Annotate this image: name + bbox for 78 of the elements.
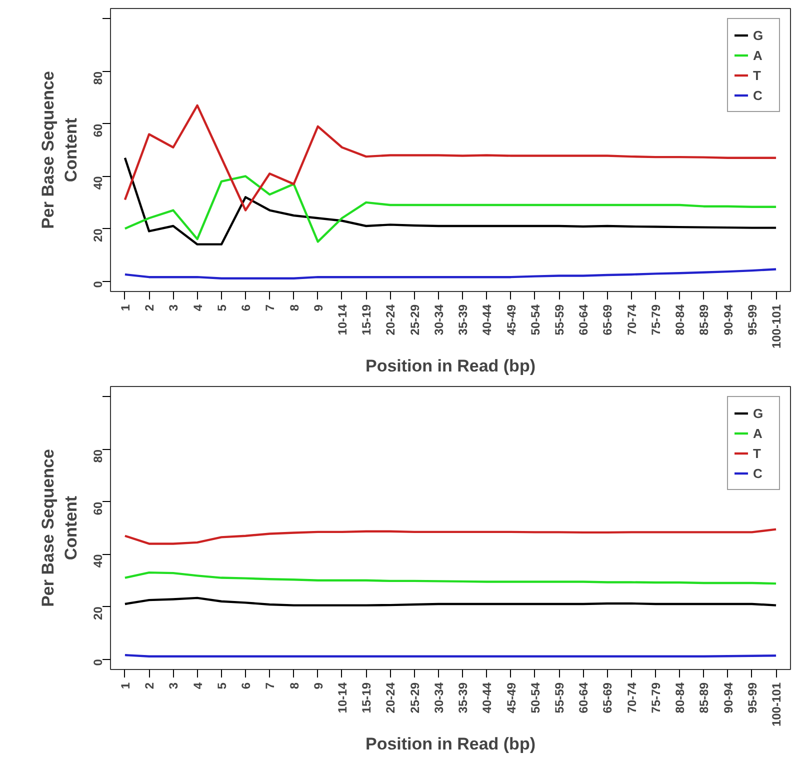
y-tick-label: 80 bbox=[91, 449, 105, 463]
x-tick-label: 15-19 bbox=[360, 304, 374, 336]
legend-label: G bbox=[753, 406, 764, 420]
x-tick-label: 30-34 bbox=[432, 682, 446, 714]
x-tick-label: 45-49 bbox=[504, 304, 518, 336]
legend-label: T bbox=[753, 446, 762, 460]
x-tick-label: 25-29 bbox=[408, 304, 422, 336]
x-tick-label: 75-79 bbox=[648, 304, 663, 336]
x-tick-label: 25-29 bbox=[408, 682, 422, 714]
x-tick-label: 30-34 bbox=[432, 304, 446, 336]
y-tick-label: 20 bbox=[91, 606, 105, 620]
legend-label: T bbox=[753, 68, 762, 82]
x-axis-title: Position in Read (bp) bbox=[366, 734, 536, 754]
x-tick-label: 75-79 bbox=[648, 682, 663, 714]
x-tick-label: 85-89 bbox=[697, 682, 712, 714]
x-tick-label: 1 bbox=[118, 304, 132, 312]
x-tick-label: 90-94 bbox=[721, 304, 736, 336]
x-tick-label: 100-101 bbox=[770, 304, 784, 349]
x-tick-label: 9 bbox=[311, 304, 326, 312]
x-tick-label: 1 bbox=[118, 682, 132, 690]
x-tick-label: 65-69 bbox=[600, 682, 615, 714]
x-tick-label: 5 bbox=[214, 304, 229, 312]
y-tick-label: 20 bbox=[91, 228, 105, 242]
x-tick-label: 45-49 bbox=[504, 682, 518, 714]
x-tick-label: 6 bbox=[239, 304, 254, 312]
x-tick-label: 15-19 bbox=[360, 682, 374, 714]
x-tick-label: 35-39 bbox=[456, 304, 470, 336]
legend-label: A bbox=[753, 426, 764, 440]
x-tick-label: 55-59 bbox=[552, 304, 567, 336]
x-tick-label: 70-74 bbox=[624, 304, 639, 336]
x-tick-label: 40-44 bbox=[480, 682, 494, 714]
x-tick-label: 40-44 bbox=[480, 304, 494, 336]
x-tick-label: 2 bbox=[142, 682, 157, 690]
x-tick-label: 20-24 bbox=[384, 682, 398, 714]
x-tick-label: 5 bbox=[214, 682, 229, 690]
y-tick-label: 80 bbox=[91, 71, 105, 85]
x-tick-label: 80-84 bbox=[673, 304, 688, 336]
x-tick-label: 60-64 bbox=[576, 304, 591, 336]
y-tick-label: 40 bbox=[91, 176, 105, 190]
x-tick-label: 4 bbox=[190, 682, 205, 690]
x-tick-label: 6 bbox=[239, 682, 254, 690]
x-tick-label: 10-14 bbox=[335, 682, 350, 714]
x-tick-label: 35-39 bbox=[456, 682, 470, 714]
y-axis-title: Per Base Sequence Content bbox=[38, 71, 80, 229]
x-tick-label: 55-59 bbox=[552, 682, 567, 714]
x-tick-label: 7 bbox=[263, 304, 278, 312]
x-tick-label: 90-94 bbox=[721, 682, 736, 714]
legend-label: C bbox=[753, 466, 764, 480]
x-tick-label: 3 bbox=[166, 304, 181, 312]
x-tick-label: 50-54 bbox=[528, 304, 542, 336]
legend-label: G bbox=[753, 28, 764, 42]
x-tick-label: 8 bbox=[287, 304, 302, 312]
x-tick-label: 60-64 bbox=[576, 682, 591, 714]
x-tick-label: 7 bbox=[263, 682, 278, 690]
y-tick-label: 60 bbox=[91, 501, 105, 516]
legend-label: C bbox=[753, 88, 764, 102]
x-tick-label: 2 bbox=[142, 304, 157, 312]
x-tick-label: 10-14 bbox=[335, 304, 350, 336]
y-tick-label: 0 bbox=[91, 280, 105, 288]
x-tick-label: 9 bbox=[311, 682, 326, 690]
x-tick-label: 95-99 bbox=[745, 682, 760, 714]
x-tick-label: 3 bbox=[166, 682, 181, 690]
x-tick-label: 4 bbox=[190, 304, 205, 312]
y-axis-title: Per Base Sequence Content bbox=[38, 449, 80, 607]
x-tick-label: 95-99 bbox=[745, 304, 760, 336]
x-tick-label: 50-54 bbox=[528, 682, 542, 714]
x-axis-title: Position in Read (bp) bbox=[366, 356, 536, 376]
x-tick-label: 8 bbox=[287, 682, 302, 690]
legend-label: A bbox=[753, 48, 764, 62]
x-tick-label: 85-89 bbox=[697, 304, 712, 336]
x-tick-label: 65-69 bbox=[600, 304, 615, 336]
y-tick-label: 60 bbox=[91, 123, 105, 138]
x-tick-label: 70-74 bbox=[624, 682, 639, 714]
x-tick-label: 80-84 bbox=[673, 682, 688, 714]
x-tick-label: 20-24 bbox=[384, 304, 398, 336]
y-tick-label: 40 bbox=[91, 554, 105, 568]
x-tick-label: 100-101 bbox=[770, 682, 784, 727]
y-tick-label: 0 bbox=[91, 658, 105, 666]
